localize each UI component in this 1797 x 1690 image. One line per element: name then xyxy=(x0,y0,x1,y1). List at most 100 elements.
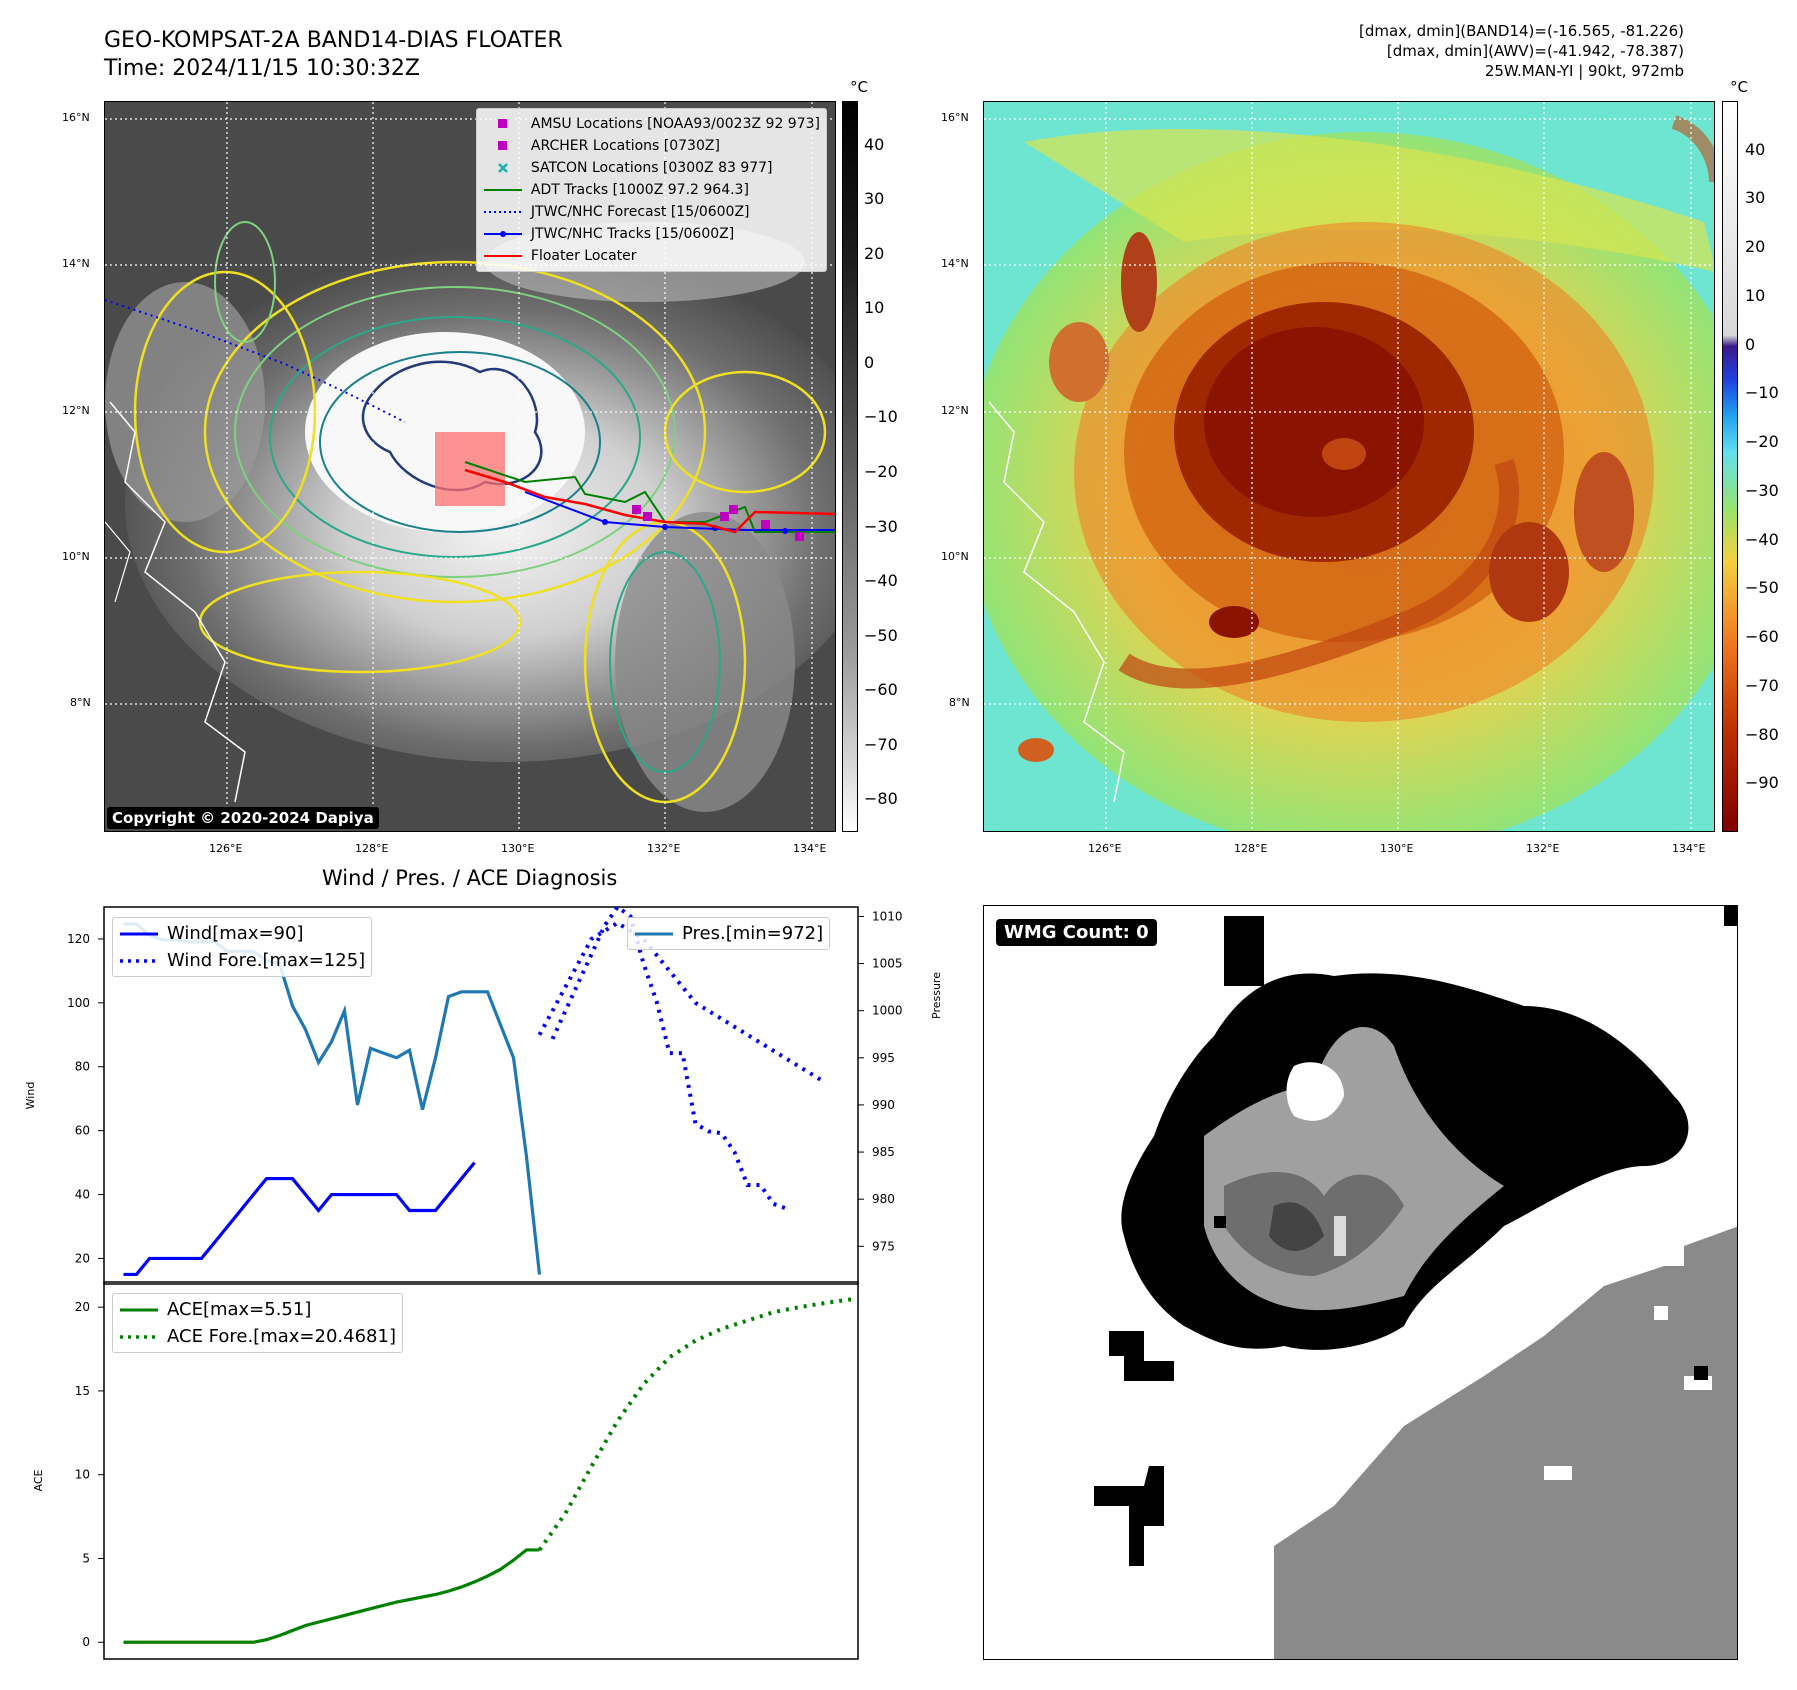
colorbar-tick-label: −80 xyxy=(864,789,898,809)
y2-tick-label: 990 xyxy=(872,1098,895,1112)
copyright-label: Copyright © 2020-2024 Dapiya xyxy=(107,807,379,829)
awv-map-panel xyxy=(983,101,1715,832)
legend-label: AMSU Locations [NOAA93/0023Z 92 973] xyxy=(530,116,820,132)
colorbar-tick-label: −10 xyxy=(1745,383,1779,403)
lat-label: 16°N xyxy=(941,111,969,124)
y2-tick-label: 1000 xyxy=(872,1004,903,1018)
colorbar-tick-label: −70 xyxy=(864,734,898,754)
colorbar-tick-label: 30 xyxy=(864,189,885,209)
dotted-line-icon xyxy=(483,209,523,215)
y-tick-label: 60 xyxy=(75,1124,90,1138)
lon-label: 126°E xyxy=(1088,842,1122,855)
wmg-panel: WMG Count: 0 xyxy=(983,905,1738,1660)
colorbar-tick-label: 40 xyxy=(864,134,885,154)
legend-item-ace-fore: ACE Fore.[max=20.4681] xyxy=(119,1323,396,1350)
colorbar-right-unit: °C xyxy=(1730,78,1748,96)
band14-map-panel: AMSU Locations [NOAA93/0023Z 92 973] ARC… xyxy=(104,101,836,832)
y2-tick-label: 1005 xyxy=(872,957,903,971)
y-tick-label: 0 xyxy=(82,1635,90,1649)
y-axis-label: ACE xyxy=(32,1469,45,1491)
y2-tick-label: 985 xyxy=(872,1145,895,1159)
legend-item-jtwc-forecast: JTWC/NHC Forecast [15/0600Z] xyxy=(483,201,820,223)
legend-label: Wind Fore.[max=125] xyxy=(167,950,366,971)
legend-label: JTWC/NHC Tracks [15/0600Z] xyxy=(530,226,735,242)
lon-label: 132°E xyxy=(647,842,681,855)
colorbar-tick-label: −30 xyxy=(864,516,898,536)
legend-label: Pres.[min=972] xyxy=(682,923,824,944)
colorbar-tick-label: 0 xyxy=(864,352,875,372)
legend-item-adt: ADT Tracks [1000Z 97.2 964.3] xyxy=(483,179,820,201)
colorbar-tick-label: −30 xyxy=(1745,480,1779,500)
y-tick-label: 15 xyxy=(75,1384,90,1398)
y2-tick-label: 980 xyxy=(872,1192,895,1206)
lon-label: 130°E xyxy=(1380,842,1414,855)
lat-label: 16°N xyxy=(62,111,90,124)
colorbar-tick-label: 20 xyxy=(1745,237,1766,257)
legend-label: ACE Fore.[max=20.4681] xyxy=(167,1326,396,1347)
square-marker-icon xyxy=(483,118,523,130)
colorbar-tick-label: −90 xyxy=(1745,773,1779,793)
series-line-1 xyxy=(537,920,827,1085)
legend-item-ace: ACE[max=5.51] xyxy=(119,1296,396,1323)
series-line-0 xyxy=(123,1161,476,1277)
colorbar-tick-label: 40 xyxy=(1745,139,1766,159)
lon-label: 126°E xyxy=(209,842,243,855)
y2-tick-label: 975 xyxy=(872,1239,895,1253)
legend-label: JTWC/NHC Forecast [15/0600Z] xyxy=(530,204,750,220)
lat-label: 14°N xyxy=(941,257,969,270)
colorbar-tick-label: −40 xyxy=(864,571,898,591)
legend-label: Floater Locater xyxy=(530,248,637,264)
dotted-line-icon xyxy=(119,958,159,964)
map-title-line2: Time: 2024/11/15 10:30:32Z xyxy=(104,56,420,81)
legend-label: SATCON Locations [0300Z 83 977] xyxy=(530,160,773,176)
y2-tick-label: 1010 xyxy=(872,909,903,923)
dot-line-icon xyxy=(483,230,523,238)
legend-label: ARCHER Locations [0730Z] xyxy=(530,138,720,154)
legend-item-satcon: SATCON Locations [0300Z 83 977] xyxy=(483,157,820,179)
solid-line-icon xyxy=(634,931,674,937)
map-title-line1: GEO-KOMPSAT-2A BAND14-DIAS FLOATER xyxy=(104,28,563,53)
colorbar-tick-label: −20 xyxy=(1745,432,1779,452)
info-line2: [dmax, dmin](AWV)=(-41.942, -78.387) xyxy=(1386,42,1684,60)
colorbar-tick-label: −40 xyxy=(1745,529,1779,549)
legend-item-pressure: Pres.[min=972] xyxy=(634,920,823,947)
diagnosis-chart-title: Wind / Pres. / ACE Diagnosis xyxy=(322,866,618,890)
y2-axis-label: Pressure xyxy=(930,972,943,1019)
lat-label: 12°N xyxy=(941,404,969,417)
y-tick-label: 120 xyxy=(67,932,90,946)
legend-item-wind: Wind[max=90] xyxy=(119,920,365,947)
colorbar-tick-label: −70 xyxy=(1745,675,1779,695)
lat-label: 10°N xyxy=(62,550,90,563)
info-line3: 25W.MAN-YI | 90kt, 972mb xyxy=(1484,62,1684,80)
plot-frame xyxy=(103,1281,859,1660)
colorbar-tick-label: 30 xyxy=(1745,188,1766,208)
colorbar-tick-label: 10 xyxy=(1745,285,1766,305)
legend-label: ACE[max=5.51] xyxy=(167,1299,312,1320)
ace-series-line-1 xyxy=(537,1297,852,1552)
colorbar-left xyxy=(842,101,858,832)
y-tick-label: 100 xyxy=(67,996,90,1010)
colorbar-tick-label: −50 xyxy=(1745,578,1779,598)
colorbar-left-unit: °C xyxy=(850,78,868,96)
colorbar-right xyxy=(1722,101,1738,832)
ace-legend: ACE[max=5.51] ACE Fore.[max=20.4681] xyxy=(112,1293,403,1353)
solid-line-icon xyxy=(483,187,523,193)
wmg-image xyxy=(984,906,1737,1659)
solid-line-icon xyxy=(483,253,523,259)
legend-item-jtwc-tracks: JTWC/NHC Tracks [15/0600Z] xyxy=(483,223,820,245)
lat-label: 14°N xyxy=(62,257,90,270)
plot-frame xyxy=(103,906,859,1285)
awv-map-image xyxy=(984,102,1714,831)
solid-line-icon xyxy=(119,1307,159,1313)
lon-label: 128°E xyxy=(1234,842,1268,855)
colorbar-tick-label: −80 xyxy=(1745,724,1779,744)
legend-item-wind-fore: Wind Fore.[max=125] xyxy=(119,947,365,974)
y-tick-label: 20 xyxy=(75,1300,90,1314)
lon-label: 128°E xyxy=(355,842,389,855)
map-legend: AMSU Locations [NOAA93/0023Z 92 973] ARC… xyxy=(475,108,827,272)
colorbar-tick-label: 10 xyxy=(864,298,885,318)
y-tick-label: 5 xyxy=(82,1551,90,1565)
wmg-count-badge: WMG Count: 0 xyxy=(996,919,1157,946)
colorbar-tick-label: −10 xyxy=(864,407,898,427)
colorbar-tick-label: −20 xyxy=(864,461,898,481)
